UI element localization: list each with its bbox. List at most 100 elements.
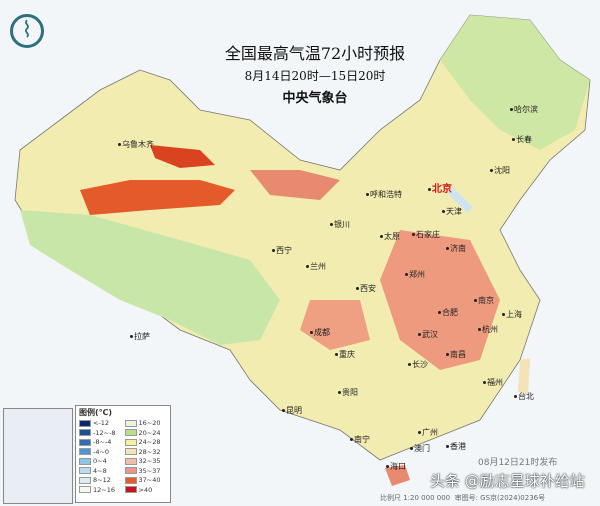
legend-label: >40 [138,485,153,494]
legend: 图例(℃) <-12 16~20 -12~-8 20~24 -8~-4 24~28 -4~0… [75,405,171,503]
legend-label: 4~8 [93,466,107,475]
legend-item: >40 [124,485,168,494]
city-label: 北京 [428,184,452,196]
legend-label: -4~0 [93,447,110,456]
city-label: 广州 [418,428,438,438]
map-footer: 比例尺 1:20 000 000 审图号: GS京(2024)0236号 [380,494,545,503]
legend-title: 图例(℃) [79,408,112,417]
approval-number: 审图号: GS京(2024)0236号 [454,494,546,502]
inner-mongolia-hot-region [250,170,340,200]
city-label: 合肥 [438,308,458,318]
legend-item: 4~8 [79,467,122,475]
legend-swatch [124,419,137,427]
legend-label: 37~40 [138,476,161,484]
city-label: 武汉 [418,330,438,340]
city-label: 西宁 [272,246,292,256]
legend-item: 24~28 [124,438,168,446]
legend-swatch [79,419,91,427]
city-label: 重庆 [335,350,355,360]
legend-item: 37~40 [124,476,168,484]
city-label: 杭州 [478,325,498,335]
legend-item: <-12 [79,419,122,427]
city-label: 澳门 [410,444,430,454]
legend-label: 35~37 [138,466,161,475]
northeast-cool-region [440,15,590,150]
legend-swatch [124,438,137,446]
city-label: 天津 [442,207,462,217]
legend-label: 16~20 [138,419,161,427]
bohai-sea [447,187,473,213]
east-hot-region [380,230,500,370]
legend-label: 24~28 [138,438,161,446]
city-label: 济南 [446,244,466,254]
scale-text: 比例尺 1:20 000 000 [380,494,451,502]
legend-item: 28~32 [124,447,168,456]
city-label: 长沙 [408,360,428,370]
cma-logo: ⌇ [10,14,44,48]
city-label: 哈尔滨 [510,105,538,115]
legend-label: 12~16 [93,485,115,494]
legend-item: 35~37 [124,466,168,475]
legend-swatch [79,476,91,484]
publish-time: 08月12日21时发布 [478,458,558,468]
city-label: 银川 [330,220,350,230]
taiwan-island [518,358,530,395]
city-label: 乌鲁木齐 [118,140,154,150]
legend-swatch [124,476,137,484]
legend-label: 0~4 [93,457,107,465]
legend-item: 0~4 [79,457,122,465]
legend-item: 20~24 [124,428,168,437]
city-label: 南京 [474,296,494,306]
legend-swatch [79,448,91,455]
city-label: 海口 [386,462,406,472]
legend-swatch [79,457,91,465]
city-label: 太原 [380,232,400,242]
city-label: 台北 [514,392,534,402]
city-label: 石家庄 [412,230,440,240]
legend-label: 28~32 [138,447,161,456]
south-china-sea-inset [3,408,73,504]
city-label: 郑州 [405,270,425,280]
legend-label: 8~12 [93,476,111,484]
legend-item: 16~20 [124,419,168,427]
city-label: 长春 [512,135,532,145]
city-label: 南昌 [446,350,466,360]
legend-swatch [79,486,91,493]
map-title: 全国最高气温72小时预报 [224,44,406,63]
city-label: 香港 [446,442,466,452]
city-label: 福州 [483,378,503,388]
legend-item: -12~-8 [79,429,122,437]
city-label: 沈阳 [490,166,510,176]
xinjiang-hot-region [80,180,235,215]
city-label: 上海 [502,310,522,320]
legend-grid: <-12 16~20 -12~-8 20~24 -8~-4 24~28 -4~0 28~32 0… [79,419,167,494]
legend-item: -4~0 [79,448,122,456]
city-label: 拉萨 [130,332,150,342]
legend-swatch [124,457,137,465]
legend-label: 20~24 [138,428,161,437]
legend-swatch [124,467,137,474]
city-label: 呼和浩特 [366,190,402,200]
legend-label: -12~-8 [93,428,116,437]
agency-name: 中央气象台 [282,91,348,106]
city-label: 南宁 [350,435,370,445]
city-label: 兰州 [306,262,326,272]
city-label: 西安 [356,284,376,294]
city-label: 昆明 [282,406,302,416]
legend-swatch [79,429,91,436]
legend-swatch [79,467,91,474]
legend-swatch [79,438,91,446]
legend-item: 12~16 [79,486,122,494]
plateau-cool-region [20,210,280,345]
forecast-period: 8月14日20时—15日20时 [244,69,386,83]
map-title-block: 全国最高气温72小时预报 8月14日20时—15日20时 中央气象台 [200,40,430,106]
watermark: 头条 @励志星球补给站 [430,472,585,490]
legend-item: 8~12 [79,476,122,484]
legend-label: -8~-4 [93,438,112,446]
legend-swatch [124,448,137,455]
legend-swatch [124,486,137,493]
city-label: 贵阳 [338,388,358,398]
city-label: 成都 [310,328,330,338]
legend-item: -8~-4 [79,438,122,446]
